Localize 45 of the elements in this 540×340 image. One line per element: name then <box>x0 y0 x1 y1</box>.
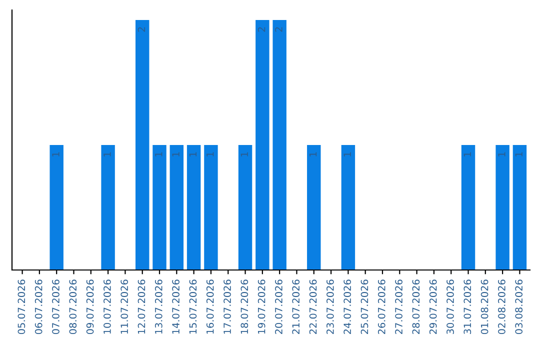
data-label: 2 <box>258 27 266 32</box>
data-label: 1 <box>189 152 196 156</box>
x-tick-label: 08.07.2026 <box>69 280 77 334</box>
data-label: 1 <box>309 152 317 156</box>
x-tick-label: 22.07.2026 <box>309 280 317 334</box>
x-tick-label: 20.07.2026 <box>275 280 282 334</box>
x-tick-label: 03.08.2026 <box>515 280 523 334</box>
x-tick-label: 25.07.2026 <box>360 280 368 334</box>
x-tick-label: 15.07.2026 <box>189 280 197 334</box>
data-label: 1 <box>52 152 60 156</box>
x-tick-label: 29.07.2026 <box>429 280 437 334</box>
x-tick-label: 17.07.2026 <box>224 280 231 334</box>
x-tick-label: 10.07.2026 <box>104 280 111 334</box>
x-tick-label: 27.07.2026 <box>395 280 402 334</box>
x-tick-label: 28.07.2026 <box>412 280 420 334</box>
data-label: 1 <box>206 152 214 156</box>
data-label: 1 <box>515 152 522 156</box>
x-tick-label: 30.07.2026 <box>446 280 454 334</box>
data-label: 1 <box>464 152 471 156</box>
data-label: 1 <box>155 152 162 156</box>
data-label: 1 <box>344 152 351 156</box>
x-tick-label: 07.07.2026 <box>52 280 60 334</box>
x-tick-label: 23.07.2026 <box>326 280 334 334</box>
x-tick-label: 13.07.2026 <box>154 280 162 334</box>
x-tick-label: 21.07.2026 <box>292 280 300 334</box>
x-tick-label: 31.07.2026 <box>464 280 472 334</box>
x-tick-label: 18.07.2026 <box>240 280 248 334</box>
x-tick-label: 14.07.2026 <box>172 280 180 334</box>
data-label: 1 <box>498 152 506 156</box>
x-tick-label: 06.07.2026 <box>34 280 42 334</box>
x-tick-label: 01.08.2026 <box>480 280 488 334</box>
x-tick-label: 11.07.2026 <box>120 280 128 334</box>
data-label: 1 <box>104 152 111 156</box>
data-label: 1 <box>172 152 180 156</box>
x-tick-label: 16.07.2026 <box>206 280 214 334</box>
x-tick-label: 19.07.2026 <box>258 280 266 334</box>
x-tick-label: 09.07.2026 <box>86 280 94 334</box>
data-label: 2 <box>275 27 282 32</box>
x-tick-label: 02.08.2026 <box>498 280 506 334</box>
x-tick-label: 24.07.2026 <box>344 280 352 334</box>
x-tick-label: 26.07.2026 <box>378 280 386 334</box>
data-label: 1 <box>240 152 248 156</box>
x-tick-label: 05.07.2026 <box>18 280 26 334</box>
x-tick-label: 12.07.2026 <box>138 280 146 334</box>
data-label: 2 <box>138 27 146 32</box>
